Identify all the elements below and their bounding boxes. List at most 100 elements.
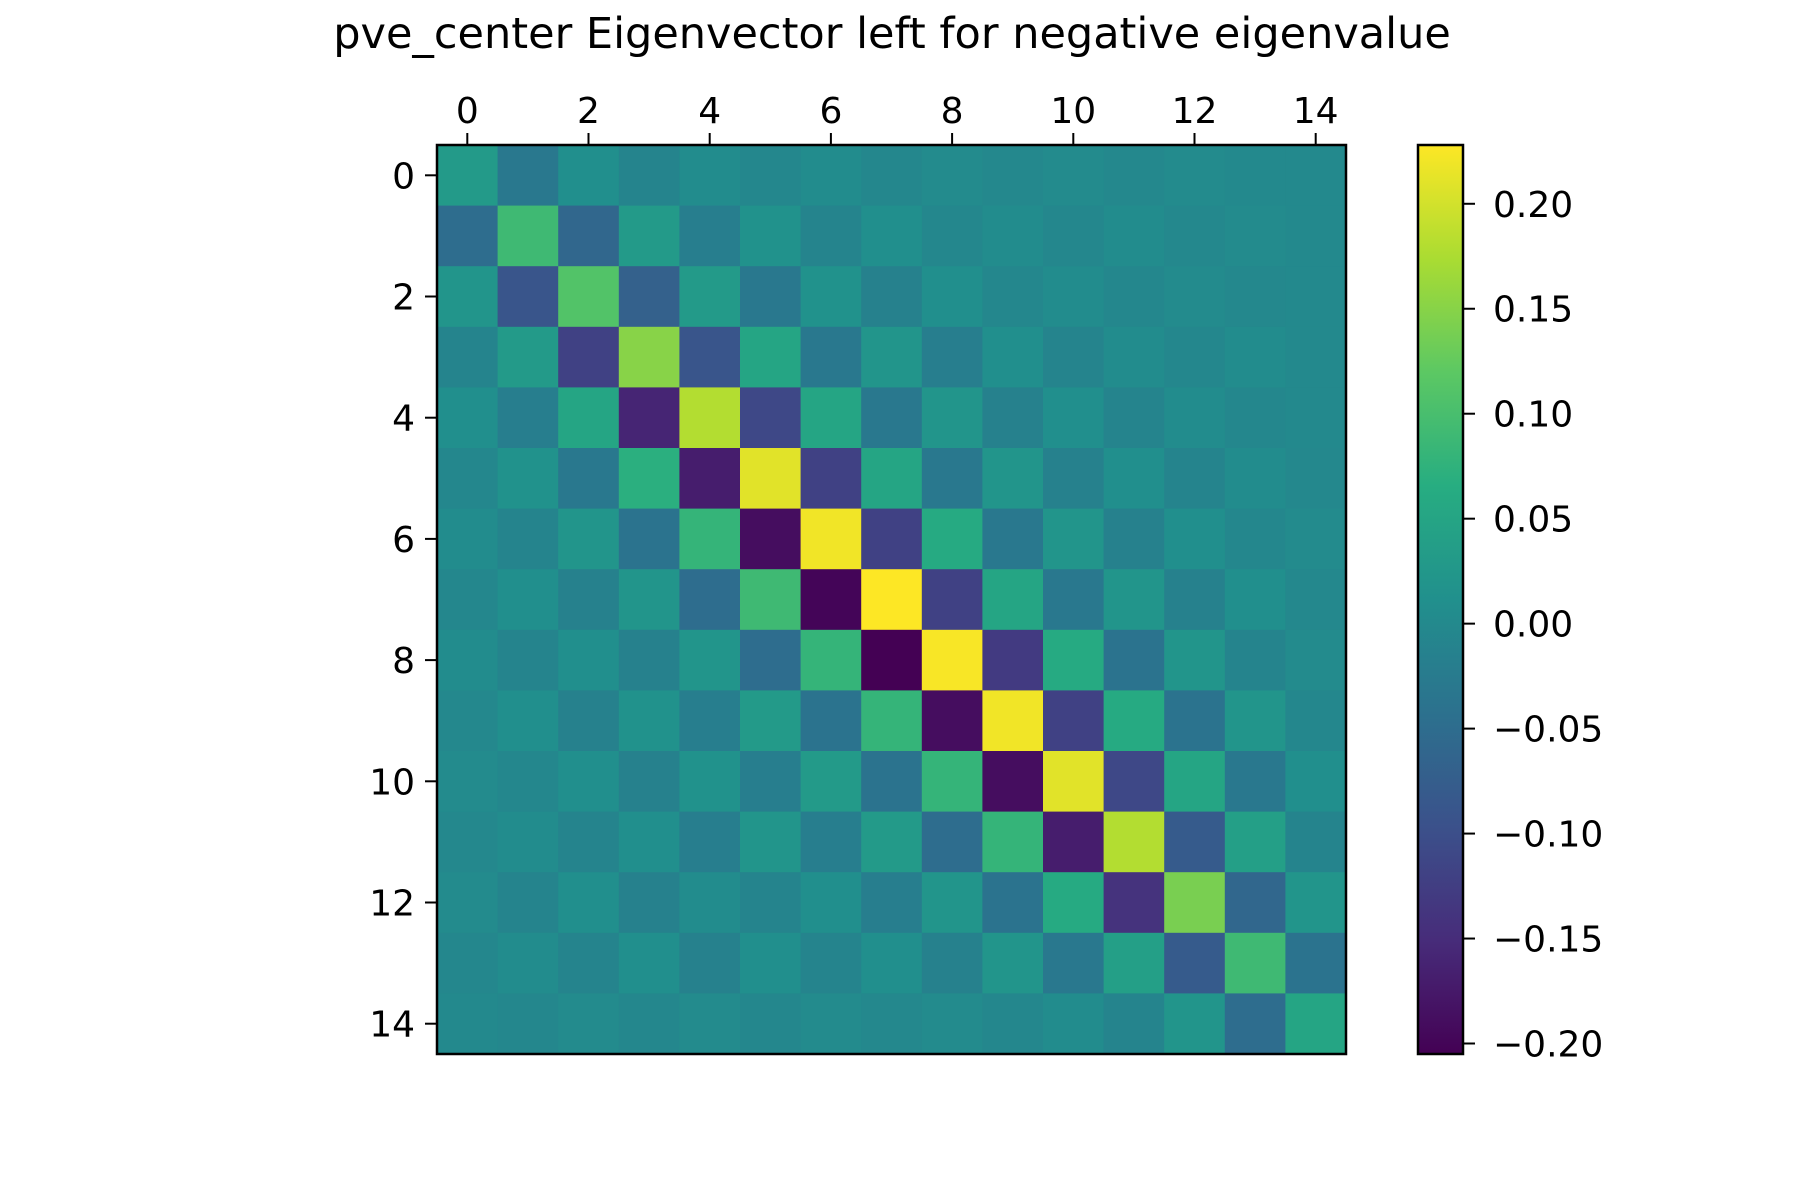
heatmap-cell [921, 326, 983, 388]
heatmap-cell [861, 448, 923, 510]
heatmap-cell [558, 387, 620, 449]
heatmap-cell [1043, 448, 1105, 510]
x-tick-label: 6 [819, 91, 842, 132]
y-axis: 0 2 4 6 8 10 12 14 [369, 156, 437, 1046]
heatmap-cell [618, 872, 680, 934]
heatmap-cell [618, 993, 680, 1055]
heatmap-cell [1043, 690, 1105, 752]
heatmap-cell [1224, 751, 1286, 813]
heatmap-cell [1103, 872, 1165, 934]
heatmap-cell [1285, 932, 1347, 994]
heatmap-cell [921, 569, 983, 631]
heatmap-cell [1043, 751, 1105, 813]
heatmap-cell [497, 508, 559, 570]
heatmap-cell [437, 569, 499, 631]
heatmap-cell [1043, 205, 1105, 267]
heatmap-cell [1103, 690, 1165, 752]
heatmap-cell [1103, 569, 1165, 631]
colorbar-tick-label: 0.20 [1493, 185, 1573, 226]
heatmap-cell [1285, 690, 1347, 752]
heatmap-cell [861, 811, 923, 873]
heatmap-cell [921, 508, 983, 570]
heatmap-cell [437, 508, 499, 570]
heatmap-cell [558, 448, 620, 510]
heatmap-cell [618, 145, 680, 207]
heatmap-cell [618, 508, 680, 570]
colorbar [1416, 143, 1465, 1056]
x-tick-label: 8 [941, 91, 964, 132]
heatmap-cell [921, 145, 983, 207]
heatmap-cell [1103, 751, 1165, 813]
heatmap-cell [800, 205, 862, 267]
heatmap-cell [497, 629, 559, 691]
heatmap-cell [1164, 266, 1226, 328]
heatmap-cell [1285, 629, 1347, 691]
heatmap-cell [800, 569, 862, 631]
heatmap-cell [1285, 266, 1347, 328]
heatmap-cell [679, 145, 741, 207]
heatmap-cell [1285, 569, 1347, 631]
heatmap-cell [497, 569, 559, 631]
heatmap-cell [1224, 569, 1286, 631]
heatmap-cell [1224, 993, 1286, 1055]
heatmap-cell [740, 145, 802, 207]
heatmap-cell [618, 326, 680, 388]
heatmap-cell [1043, 508, 1105, 570]
heatmap-cell [1103, 932, 1165, 994]
heatmap-cell [800, 811, 862, 873]
heatmap-cell [861, 326, 923, 388]
heatmap-cell [1224, 690, 1286, 752]
heatmap-cell [982, 993, 1044, 1055]
heatmap-cell [800, 690, 862, 752]
colorbar-tick-label: 0.15 [1493, 290, 1573, 331]
heatmap-cell [679, 569, 741, 631]
heatmap-cell [618, 266, 680, 328]
heatmap-cell [1224, 932, 1286, 994]
heatmap-cell [558, 508, 620, 570]
heatmap-cell [982, 326, 1044, 388]
heatmap-cell [800, 448, 862, 510]
heatmap-cell [800, 629, 862, 691]
heatmap-cell [982, 387, 1044, 449]
heatmap-cell [497, 751, 559, 813]
heatmap-cell [558, 145, 620, 207]
heatmap-cell [1224, 811, 1286, 873]
heatmap-cell [1224, 448, 1286, 510]
heatmap-cell [1224, 387, 1286, 449]
heatmap-cell [497, 145, 559, 207]
heatmap-cell [740, 448, 802, 510]
heatmap-cell [921, 205, 983, 267]
heatmap-cell [740, 326, 802, 388]
heatmap-cell [800, 751, 862, 813]
heatmap-cells [437, 145, 1347, 1055]
heatmap-cell [861, 629, 923, 691]
heatmap-cell [800, 387, 862, 449]
heatmap-cell [1164, 326, 1226, 388]
heatmap-cell [1103, 387, 1165, 449]
heatmap-cell [1164, 629, 1226, 691]
heatmap-cell [1285, 811, 1347, 873]
heatmap-cell [740, 508, 802, 570]
heatmap-cell [437, 690, 499, 752]
heatmap-frame [435, 143, 1348, 1056]
heatmap-cell [1224, 145, 1286, 207]
heatmap-cell [800, 508, 862, 570]
colorbar-tick-label: 0.00 [1493, 605, 1573, 646]
heatmap-cell [618, 205, 680, 267]
heatmap-cell [1043, 993, 1105, 1055]
heatmap-cell [497, 993, 559, 1055]
colorbar-tick-label: 0.05 [1493, 500, 1573, 541]
heatmap-cell [1043, 872, 1105, 934]
heatmap-cell [679, 872, 741, 934]
heatmap-cell [1164, 751, 1226, 813]
heatmap-cell [1103, 448, 1165, 510]
heatmap-cell [618, 811, 680, 873]
heatmap-cell [497, 872, 559, 934]
heatmap-cell [1164, 932, 1226, 994]
heatmap-cell [982, 266, 1044, 328]
heatmap-cell [1103, 508, 1165, 570]
heatmap-cell [1103, 145, 1165, 207]
heatmap-cell [437, 629, 499, 691]
heatmap-cell [921, 811, 983, 873]
